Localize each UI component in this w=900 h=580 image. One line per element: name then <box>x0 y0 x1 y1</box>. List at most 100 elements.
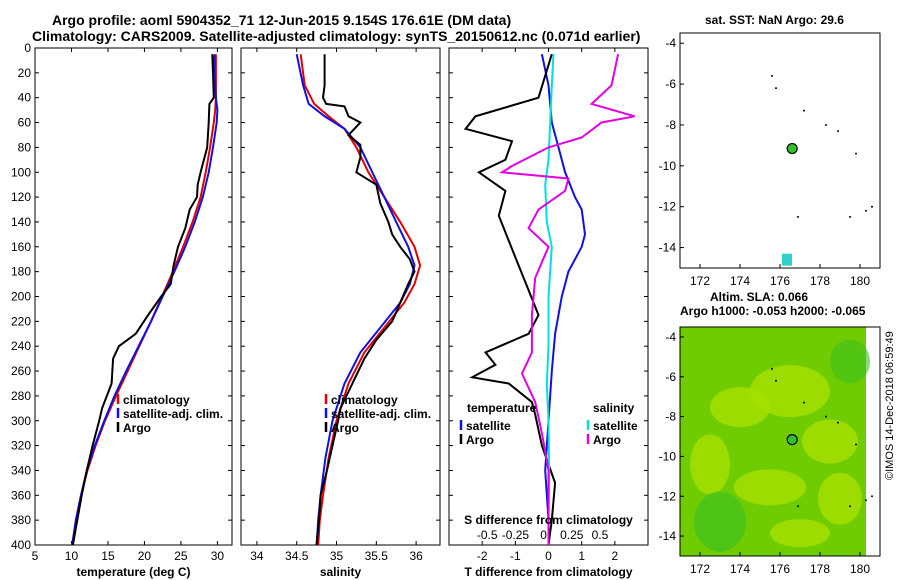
x-tick-label: 174 <box>730 562 750 576</box>
x-tick-label: 178 <box>810 274 830 288</box>
x-tick-label: 174 <box>730 274 750 288</box>
y-tick-label: 120 <box>11 190 31 204</box>
x-tick-label: 36 <box>409 549 423 563</box>
x-tick-label: -1 <box>510 549 521 563</box>
map-bottom-title1: Altim. SLA: 0.066 <box>710 290 809 304</box>
sla-anomaly <box>830 339 870 384</box>
island <box>797 215 799 218</box>
legend-title: temperature <box>467 401 537 415</box>
y-tick-label: 80 <box>18 140 32 154</box>
y-tick-label: -12 <box>659 200 677 214</box>
x-tick-label: 34 <box>250 549 264 563</box>
y-tick-label: 40 <box>18 91 32 105</box>
x-tick-label: 172 <box>690 562 710 576</box>
x-tick-label: 10 <box>65 549 79 563</box>
series-line-climatology <box>299 54 422 546</box>
map-bg <box>680 33 880 268</box>
y-tick-label: 140 <box>11 215 31 229</box>
x-tick-label: 180 <box>850 274 870 288</box>
island <box>849 505 851 508</box>
y-tick-label: 220 <box>11 314 31 328</box>
legend-label: climatology <box>331 393 398 407</box>
legend-label: Argo <box>593 433 621 447</box>
island <box>871 205 873 208</box>
series-line-satellite-adj-clim- <box>295 53 416 546</box>
x-tick-label: 2 <box>611 549 618 563</box>
y-tick-label: -4 <box>665 36 676 50</box>
y-tick-label: 100 <box>11 165 31 179</box>
island <box>825 123 827 126</box>
y-tick-label: -14 <box>659 529 677 543</box>
credit-text: ©IMOS 14-Dec-2018 06:59:49 <box>884 331 896 480</box>
map-bottom-title2: Argo h1000: -0.053 h2000: -0.065 <box>680 304 866 318</box>
y-tick-label: 260 <box>11 364 31 378</box>
x-axis-label: T difference from climatology <box>464 565 632 579</box>
y-tick-label: -12 <box>659 489 677 503</box>
island <box>771 74 773 77</box>
island <box>855 443 857 446</box>
y-tick-label: 60 <box>18 116 32 130</box>
legend-label: Argo <box>123 421 151 435</box>
temperature-frame <box>34 47 233 546</box>
legend-label: Argo <box>466 433 494 447</box>
legend-label: satellite <box>466 419 511 433</box>
s-tick-label: -0.25 <box>502 528 530 542</box>
s-axis-label: S difference from climatology <box>464 513 633 527</box>
x-tick-label: 1 <box>578 549 585 563</box>
island <box>865 209 867 212</box>
series-line-satellite-adj-clim- <box>71 54 219 546</box>
x-tick-label: 172 <box>690 274 710 288</box>
s-tick-label: 0.25 <box>560 528 584 542</box>
y-tick-label: 240 <box>11 339 31 353</box>
y-tick-label: 340 <box>11 463 31 477</box>
s-tick-label: 0.5 <box>592 528 609 542</box>
x-tick-label: 34.5 <box>285 549 309 563</box>
salinity-frame <box>240 47 441 546</box>
series-line-argo <box>315 54 416 546</box>
y-tick-label: -14 <box>659 241 677 255</box>
x-tick-label: 178 <box>810 562 830 576</box>
title-line2: Climatology: CARS2009. Satellite-adjuste… <box>32 28 641 44</box>
island <box>865 499 867 502</box>
y-tick-label: -10 <box>659 449 677 463</box>
island <box>837 421 839 424</box>
island <box>803 401 805 404</box>
island <box>797 505 799 508</box>
y-tick-label: 400 <box>11 538 31 552</box>
x-axis-label: salinity <box>320 565 362 579</box>
sla-anomaly <box>818 472 862 525</box>
differences-panel: -2 -1 0 1 2 T difference from climatology temp… <box>448 47 649 579</box>
y-tick-label: -6 <box>665 77 676 91</box>
title-line1: Argo profile: aoml 5904352_71 12-Jun-201… <box>52 12 512 28</box>
island <box>855 152 857 155</box>
sst-cell <box>782 253 792 266</box>
x-tick-label: 35 <box>330 549 344 563</box>
sla-anomaly <box>750 365 830 418</box>
series-line-argo <box>71 54 215 546</box>
legend-label: climatology <box>123 393 190 407</box>
legend-label: satellite-adj. clim. <box>123 407 223 421</box>
salinity-panel: 34 34.5 35 35.5 36 salinity climatologysatelli… <box>240 47 441 579</box>
x-tick-label: 5 <box>32 549 39 563</box>
sla-anomaly <box>694 491 746 552</box>
x-tick-label: 176 <box>770 274 790 288</box>
y-tick-label: -4 <box>665 330 676 344</box>
s-tick-label: -0.5 <box>477 528 498 542</box>
y-tick-label: 160 <box>11 240 31 254</box>
y-tick-label: 280 <box>11 389 31 403</box>
sla-anomaly <box>802 419 858 464</box>
x-tick-label: 25 <box>174 549 188 563</box>
series-line-s-argo <box>499 53 635 545</box>
legend-label: satellite-adj. clim. <box>331 407 431 421</box>
x-tick-label: 35.5 <box>365 549 389 563</box>
argo-float-marker <box>786 142 798 155</box>
y-tick-label: 200 <box>11 290 31 304</box>
x-tick-label: 180 <box>850 562 870 576</box>
sla-anomaly <box>734 469 806 506</box>
y-tick-label: -10 <box>659 159 677 173</box>
y-tick-label: -8 <box>665 118 676 132</box>
legend-title: salinity <box>593 401 635 415</box>
y-tick-label: -6 <box>665 370 676 384</box>
series-line-s-satellite <box>544 54 555 545</box>
